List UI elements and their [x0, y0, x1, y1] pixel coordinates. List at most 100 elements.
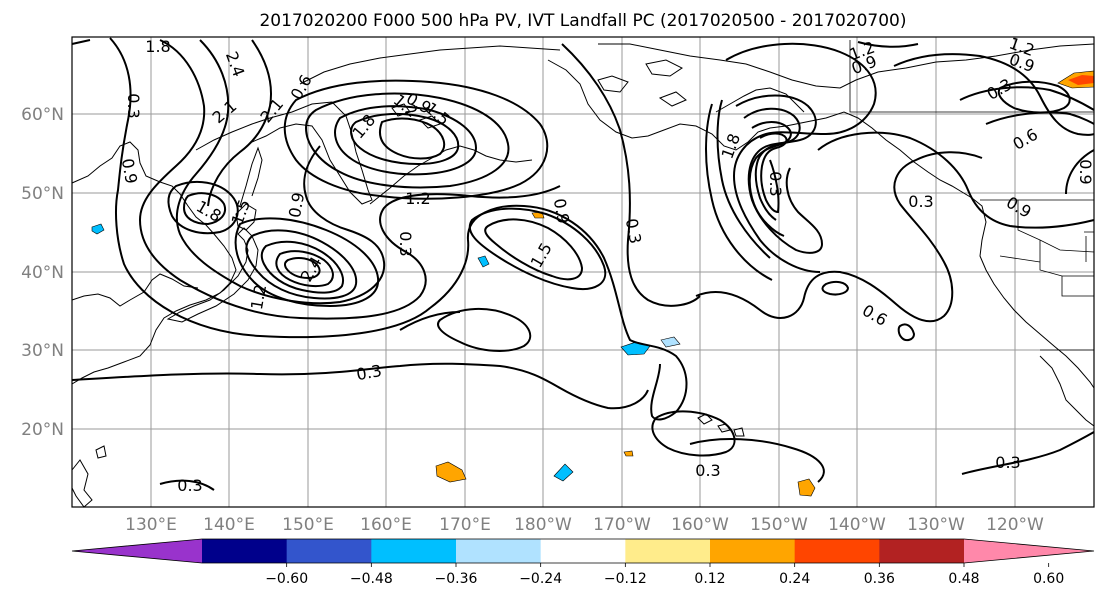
colorbar-swatch	[879, 539, 965, 563]
pv-contour	[468, 207, 607, 290]
lat-label: 50°N	[21, 184, 64, 204]
pv-contour	[167, 180, 239, 235]
pv-contour	[245, 229, 358, 300]
ivt-patch-neg	[660, 336, 681, 348]
colorbar-tick-label: 0.12	[694, 571, 725, 587]
colorbar-tick-label: −0.36	[435, 571, 478, 587]
ivt-patch-neg	[477, 255, 490, 268]
lon-label: 120°W	[986, 515, 1044, 535]
arctic-canada-coast	[598, 43, 1095, 89]
pv-contour	[759, 132, 788, 214]
contour-label: 0.3	[766, 171, 785, 196]
lon-label: 160°W	[671, 515, 729, 535]
pv-contour	[283, 79, 549, 200]
colorbar-tick-label: 0.48	[948, 571, 979, 587]
coastlines	[71, 43, 1095, 508]
pv-contour	[689, 438, 825, 483]
colorbar-outline	[71, 538, 1095, 564]
colorbar-tick-label: −0.12	[604, 571, 647, 587]
colorbar-extend-low	[72, 539, 202, 563]
pv-contour	[304, 92, 510, 189]
lon-label: 180°W	[514, 515, 572, 535]
colorbar-swatch	[625, 539, 711, 563]
pv-contour	[821, 280, 850, 296]
lon-label: 170°E	[439, 515, 491, 535]
colorbar-tick-label: −0.24	[519, 571, 562, 587]
asia-coastline	[71, 141, 237, 385]
pv-contour	[350, 112, 460, 166]
contour-label: 0.3	[124, 93, 143, 118]
alaska-canada-border	[849, 40, 1094, 113]
pv-contour	[182, 192, 226, 226]
colorbar-swatch	[710, 539, 796, 563]
colorbar-swatch	[456, 539, 542, 563]
contour-label: 0.3	[355, 361, 383, 384]
lat-label: 30°N	[21, 341, 64, 361]
pv-contour	[283, 257, 321, 280]
lat-label: 60°N	[21, 105, 64, 125]
colorbar-tick-label: 0.60	[1033, 571, 1064, 587]
colorbar-extend-high	[964, 539, 1094, 563]
pv-contour	[399, 311, 461, 331]
lon-label: 160°E	[360, 515, 412, 535]
colorbar-swatch	[794, 539, 880, 563]
hawaii-coast	[697, 413, 713, 425]
korea-coastline	[71, 273, 199, 307]
contour-label: 0.9	[1076, 159, 1095, 184]
colorbar-tick-label: −0.48	[350, 571, 393, 587]
us-state-border	[1061, 276, 1094, 297]
island-coast	[597, 75, 629, 93]
pv-contour	[897, 323, 916, 342]
longitude-labels: 130°E 140°E 150°E 160°E 170°E 180°W 170°…	[125, 515, 1044, 535]
island-coast	[645, 59, 683, 77]
lon-label: 150°E	[282, 515, 334, 535]
pv-contour	[725, 42, 877, 273]
island-coast	[658, 91, 687, 107]
ivt-patch-neg	[620, 341, 651, 356]
pv-contour	[705, 103, 773, 281]
pv-contour	[159, 479, 215, 491]
pv-contour	[716, 99, 771, 259]
pv-contour	[275, 250, 334, 288]
us-state-border	[1084, 231, 1094, 262]
pv-contour	[71, 362, 649, 410]
contour-label: 0.3	[396, 231, 415, 256]
colorbar-swatch	[371, 539, 457, 563]
pv-contour	[234, 217, 380, 308]
pv-contour	[817, 131, 1095, 229]
pv-contour	[857, 41, 919, 48]
colorbar-swatch	[202, 539, 288, 563]
latitude-labels: 60°N 50°N 40°N 30°N 20°N	[21, 105, 64, 440]
alaska-na-coastline	[547, 59, 1095, 389]
map-title: 2017020200 F000 500 hPa PV, IVT Landfall…	[259, 11, 906, 31]
contour-label: 0.9	[118, 157, 141, 185]
contour-label: 0.3	[177, 476, 202, 495]
pv-contour	[379, 117, 446, 160]
colorbar-tick-label: 0.36	[864, 571, 895, 587]
philippines-coast	[71, 459, 93, 508]
lat-label: 40°N	[21, 263, 64, 283]
pv-contour	[997, 80, 1071, 114]
pv-contour	[1065, 149, 1095, 195]
map-panel: 1.8 2.4 0.3 2.1 0.6 0.9 1.8 1.5 2.1 1.2 …	[71, 34, 1095, 508]
lon-label: 130°E	[125, 515, 177, 535]
contour-label: 0.3	[622, 217, 645, 245]
contour-label: 0.3	[908, 192, 933, 211]
pv-contour	[437, 307, 532, 352]
lon-label: 150°W	[750, 515, 808, 535]
pv-contour	[985, 111, 1095, 125]
us-state-border	[1039, 240, 1094, 277]
pv-contour	[893, 53, 1095, 136]
political-borders	[849, 40, 1095, 351]
colorbar: −0.60 −0.48 −0.36 −0.24 −0.12 0.12 0.24 0.36 0.4…	[71, 538, 1095, 587]
pv-contour	[334, 105, 478, 176]
bering-coastline	[369, 145, 533, 205]
ivt-shading	[91, 70, 1095, 497]
colorbar-swatch	[540, 539, 626, 563]
ivt-patch-neg	[91, 223, 105, 235]
colorbar-swatch	[286, 539, 372, 563]
pv-contour	[207, 39, 272, 207]
contour-label: 0.9	[285, 191, 308, 219]
pv-contours	[71, 37, 1095, 491]
